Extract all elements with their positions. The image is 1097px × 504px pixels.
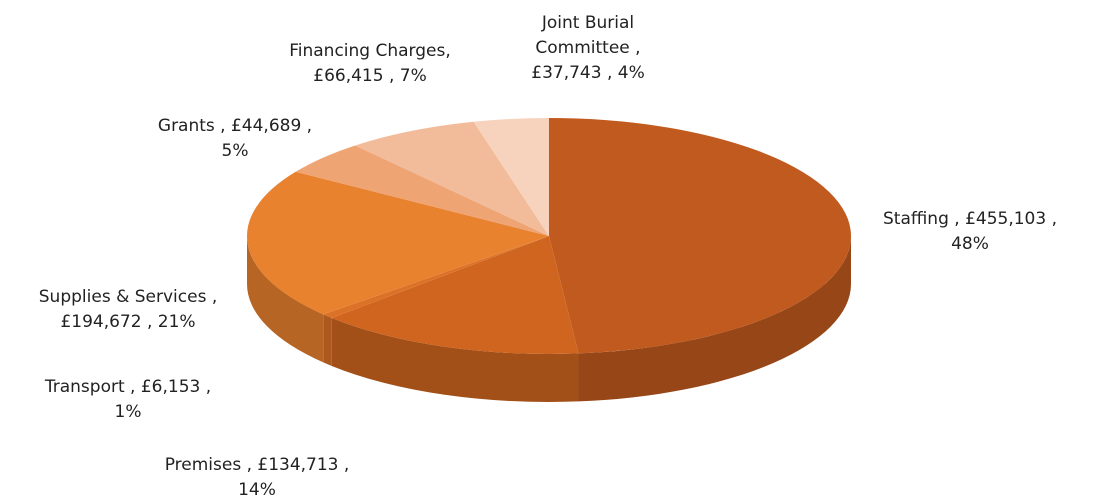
pie-sides xyxy=(247,236,851,402)
pie-labels: Staffing , £455,103 , 48% Premises , £134,… xyxy=(39,13,1057,500)
pie-slice-grants xyxy=(295,145,549,236)
pie-side-staffing xyxy=(578,236,851,402)
data-label-line: Committee , xyxy=(535,38,640,58)
data-label-line: Financing Charges, xyxy=(289,41,451,61)
pie-side-supplies-and-services xyxy=(247,236,324,363)
data-label-line: Staffing , £455,103 , xyxy=(883,209,1057,229)
data-label-line: 14% xyxy=(238,480,276,500)
pie-slice-premises xyxy=(331,236,579,354)
pie-slices xyxy=(247,118,852,354)
pie-slice-staffing xyxy=(549,118,852,354)
data-label-premises: Premises , £134,713 , 14% xyxy=(165,455,350,500)
data-label-line: Transport , £6,153 , xyxy=(44,377,211,397)
pie-slice-financing-charges xyxy=(355,121,549,236)
pie-slice-joint-burial-committee xyxy=(473,118,549,236)
data-label-line: 1% xyxy=(115,402,142,422)
data-label-transport: Transport , £6,153 , 1% xyxy=(44,377,211,422)
pie-side-premises xyxy=(331,317,579,402)
data-label-supplies-and-services: Supplies & Services , £194,672 , 21% xyxy=(39,287,217,332)
data-label-grants: Grants , £44,689 , 5% xyxy=(158,116,312,161)
data-label-line: £37,743 , 4% xyxy=(531,63,644,83)
data-label-line: Supplies & Services , xyxy=(39,287,217,307)
data-label-financing-charges: Financing Charges, £66,415 , 7% xyxy=(289,41,451,86)
data-label-line: £66,415 , 7% xyxy=(313,66,426,86)
data-label-joint-burial-committee: Joint Burial Committee , £37,743 , 4% xyxy=(531,13,644,83)
pie-slice-supplies-and-services xyxy=(247,171,549,315)
data-label-line: Grants , £44,689 , xyxy=(158,116,312,136)
data-label-line: £194,672 , 21% xyxy=(60,312,195,332)
data-label-line: Premises , £134,713 , xyxy=(165,455,350,475)
data-label-line: 48% xyxy=(951,234,989,254)
pie-side-transport xyxy=(323,314,332,366)
data-label-line: 5% xyxy=(222,141,249,161)
data-label-line: Joint Burial xyxy=(541,13,634,33)
data-label-staffing: Staffing , £455,103 , 48% xyxy=(883,209,1057,254)
pie-slice-transport xyxy=(323,236,549,318)
